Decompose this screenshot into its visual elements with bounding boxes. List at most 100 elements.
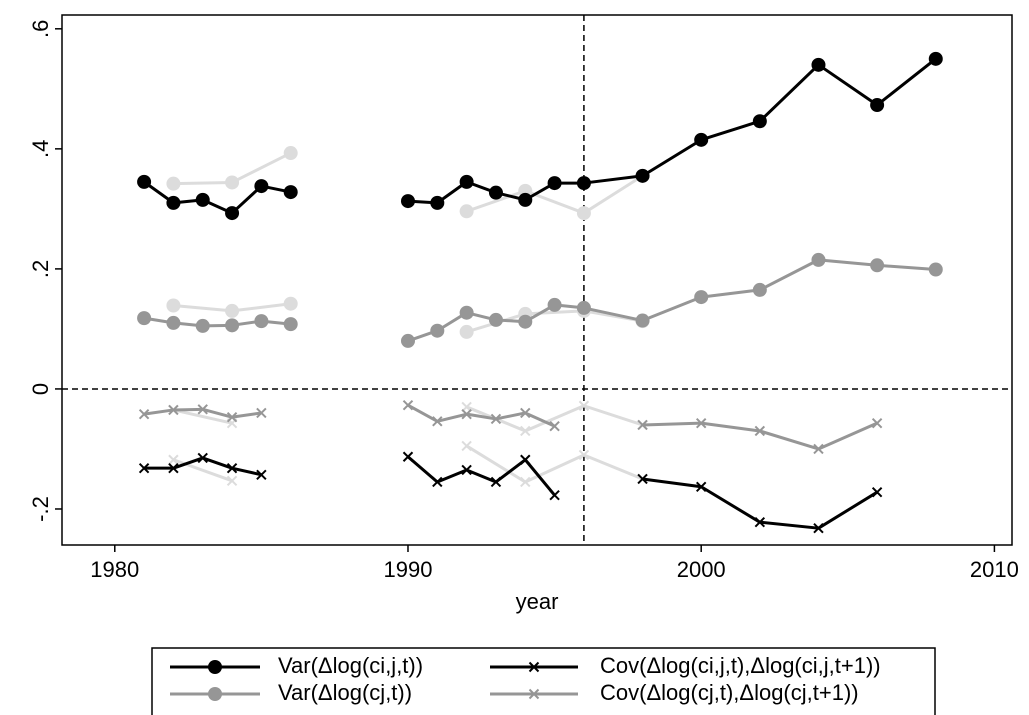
data-point xyxy=(168,454,179,465)
data-point xyxy=(520,454,531,465)
data-point xyxy=(461,440,472,452)
legend-label: Cov(Δlog(cj,t),Δlog(cj,t+1)) xyxy=(600,680,859,705)
data-point xyxy=(283,146,298,161)
data-point xyxy=(520,425,531,437)
data-point xyxy=(490,476,502,488)
data-point xyxy=(694,290,709,305)
data-point xyxy=(811,57,826,72)
x-tick-label: 1980 xyxy=(90,557,139,582)
legend-marker xyxy=(528,688,540,700)
data-point xyxy=(578,449,590,461)
data-point xyxy=(518,314,533,329)
x-tick-label: 2010 xyxy=(970,557,1019,582)
data-point xyxy=(137,311,152,326)
data-point xyxy=(518,192,533,207)
data-point xyxy=(870,258,885,273)
legend-marker xyxy=(528,661,540,673)
data-point xyxy=(928,262,943,277)
data-point xyxy=(225,303,240,318)
data-point xyxy=(137,174,152,189)
data-point xyxy=(283,296,298,311)
data-point xyxy=(168,462,179,474)
data-point xyxy=(549,420,560,432)
data-point xyxy=(637,419,648,431)
data-point xyxy=(488,185,503,200)
data-point xyxy=(138,462,150,474)
data-point xyxy=(459,305,474,320)
data-point xyxy=(870,98,885,113)
data-point xyxy=(402,399,414,411)
data-point xyxy=(166,195,181,210)
data-point xyxy=(166,176,181,191)
data-point xyxy=(432,476,443,488)
data-point xyxy=(813,443,824,455)
legend-label: Var(Δlog(ci,j,t)) xyxy=(278,653,423,678)
data-point xyxy=(549,489,560,501)
data-point xyxy=(459,324,474,339)
data-point xyxy=(752,114,767,129)
data-point xyxy=(488,312,503,327)
legend-box xyxy=(151,647,936,715)
data-point xyxy=(254,314,269,329)
y-tick-label: 0 xyxy=(28,383,53,395)
data-point xyxy=(695,417,707,429)
data-point xyxy=(578,400,590,411)
data-point xyxy=(254,179,269,194)
y-tick-label: .4 xyxy=(28,140,53,158)
data-point xyxy=(635,313,650,328)
data-point xyxy=(547,176,562,191)
data-point xyxy=(168,404,179,416)
data-point xyxy=(430,323,445,338)
data-point xyxy=(576,300,591,315)
data-point xyxy=(635,168,650,183)
data-point xyxy=(195,318,210,333)
data-point xyxy=(195,192,210,207)
data-point xyxy=(225,318,240,333)
legend-marker xyxy=(208,660,222,674)
y-tick-label: .2 xyxy=(28,260,53,278)
data-point xyxy=(928,51,943,66)
data-point xyxy=(871,486,883,498)
data-point xyxy=(225,206,240,221)
data-point xyxy=(400,194,415,209)
plot-frame xyxy=(61,14,1013,546)
data-point xyxy=(754,516,766,528)
data-point xyxy=(226,411,238,423)
data-point xyxy=(400,333,415,348)
data-point xyxy=(490,413,502,425)
data-point xyxy=(752,282,767,297)
x-axis-title: year xyxy=(516,589,559,614)
data-point xyxy=(694,132,709,147)
data-point xyxy=(813,522,824,534)
data-point xyxy=(520,476,531,488)
data-point xyxy=(138,408,150,420)
data-point xyxy=(637,473,648,485)
y-tick-label: -.2 xyxy=(28,496,53,522)
data-point xyxy=(226,475,238,486)
data-point xyxy=(197,404,208,415)
data-point xyxy=(695,481,707,492)
data-point xyxy=(226,462,238,474)
data-point xyxy=(225,175,240,190)
data-point xyxy=(576,206,591,221)
x-tick-label: 1990 xyxy=(384,557,433,582)
data-point xyxy=(197,452,208,464)
data-point xyxy=(166,298,181,313)
data-point xyxy=(256,407,267,419)
data-point xyxy=(166,315,181,330)
data-point xyxy=(871,417,883,429)
legend-label: Cov(Δlog(ci,j,t),Δlog(ci,j,t+1)) xyxy=(600,653,881,678)
data-point xyxy=(459,204,474,219)
legend-label: Var(Δlog(cj,t)) xyxy=(278,680,412,705)
data-point xyxy=(283,185,298,200)
data-point xyxy=(283,317,298,332)
data-point xyxy=(402,451,414,462)
data-point xyxy=(461,464,472,476)
data-point xyxy=(256,469,267,480)
data-point xyxy=(459,174,474,189)
data-point xyxy=(754,425,766,437)
data-point xyxy=(461,408,472,420)
data-point xyxy=(430,195,445,210)
